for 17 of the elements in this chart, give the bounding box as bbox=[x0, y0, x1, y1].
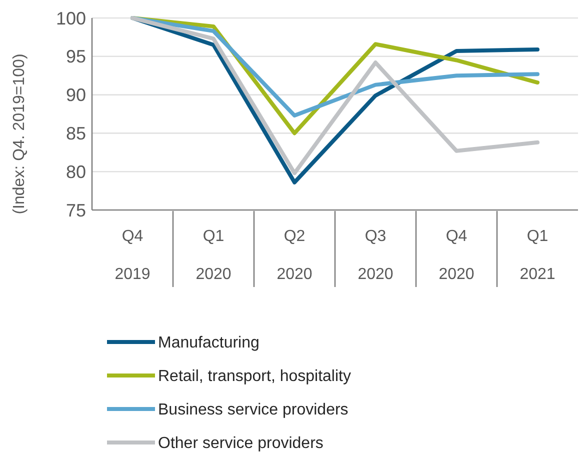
category-label: Q4 2020 bbox=[438, 228, 474, 283]
category-label: Q2 2020 bbox=[276, 228, 312, 283]
y-tick-label: 80 bbox=[66, 162, 86, 182]
legend-label: Manufacturing bbox=[158, 334, 260, 352]
category-label: Q1 2021 bbox=[520, 228, 556, 283]
y-tick-label: 95 bbox=[66, 46, 86, 67]
y-axis-title: (Index: Q4. 2019=100) bbox=[11, 54, 28, 214]
y-tick-label: 100 bbox=[56, 8, 86, 28]
y-tick-label: 85 bbox=[66, 124, 86, 144]
y-tick-label: 90 bbox=[66, 85, 86, 106]
category-label: Q4 2019 bbox=[114, 228, 150, 283]
legend-label: Retail, transport, hospitality bbox=[158, 368, 351, 386]
legend-label: Other service providers bbox=[158, 435, 324, 452]
category-label: Q1 2020 bbox=[196, 228, 232, 283]
legend-label: Business service providers bbox=[158, 402, 348, 419]
y-tick-label: 75 bbox=[66, 200, 86, 220]
category-label: Q3 2020 bbox=[358, 228, 394, 283]
